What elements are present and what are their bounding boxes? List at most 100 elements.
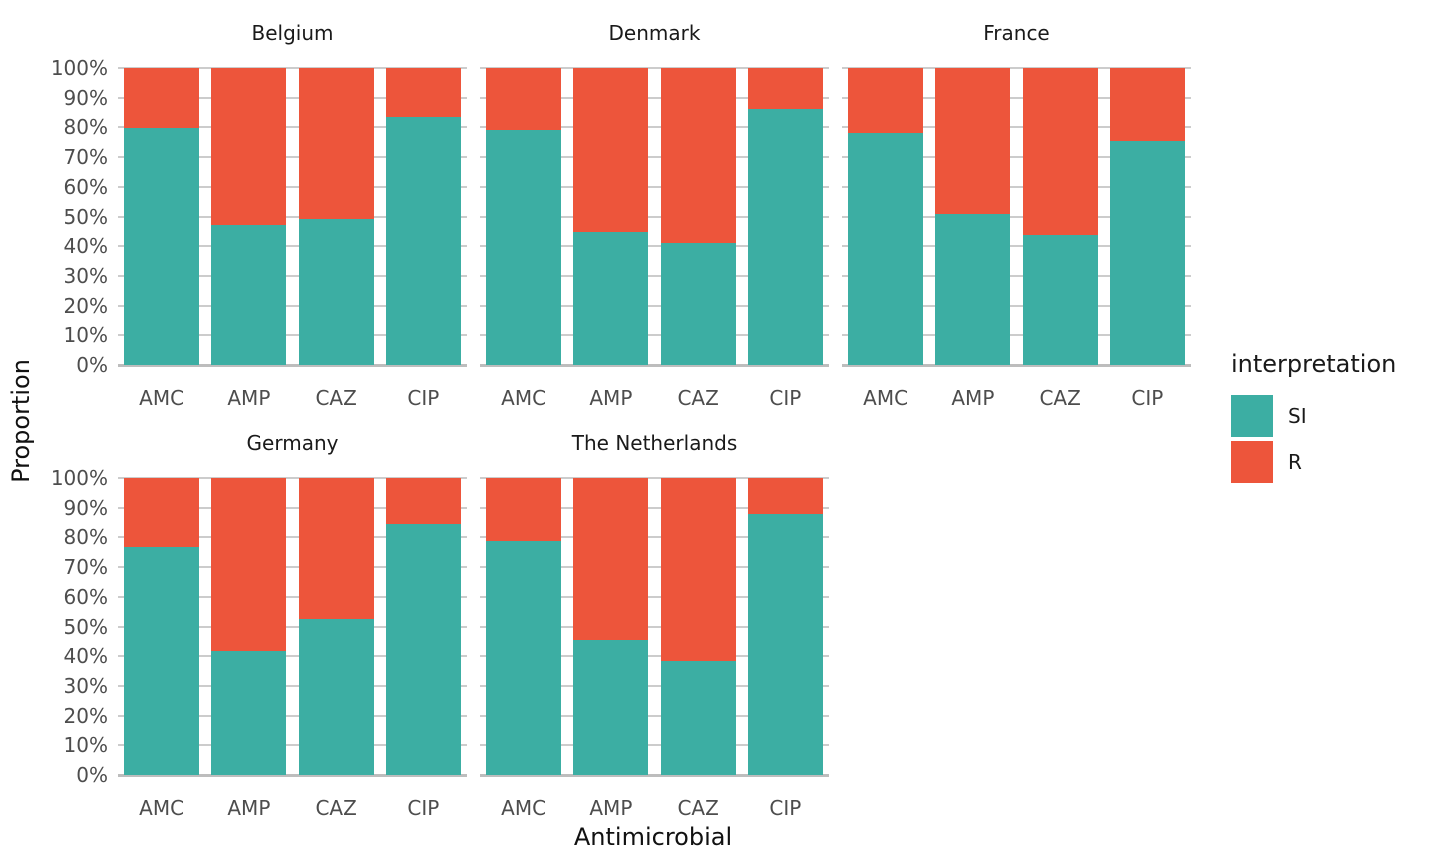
bar-segment-cip-r [747,68,823,109]
gridline-80 [118,536,467,539]
gridline-40 [118,655,467,658]
y-tick-label-30: 30% [63,263,108,288]
legend-swatch-si [1231,395,1273,437]
gridline-80 [480,126,829,129]
bar-segment-caz-si [660,661,736,775]
bar-segment-cip-si [747,513,823,775]
x-tick-label-cip: CIP [407,386,440,410]
bar-segment-amp-si [573,231,649,365]
gridline-10 [480,744,829,747]
gridline-10 [480,334,829,337]
facet-panel-the-netherlands [480,477,829,777]
bar-segment-caz-si [298,619,374,775]
facet-title-germany: Germany [246,431,339,455]
gridline-90 [480,506,829,509]
gridline-50 [842,215,1191,218]
bar-segment-caz-r [660,478,736,662]
bar-segment-amp-si [935,213,1011,365]
gridline-0 [118,364,467,367]
bar-germany-amc [118,478,205,775]
bars-france [842,68,1191,365]
gridline-90 [480,96,829,99]
y-tick-label-0: 0% [76,763,108,787]
legend-title: interpretation [1231,350,1397,378]
facet-panel-denmark [480,67,829,367]
bar-segment-amp-r [211,478,287,652]
bar-segment-amp-r [935,68,1011,214]
y-tick-label-100: 100% [50,56,108,80]
gridline-60 [118,185,467,188]
x-tick-label-caz: CAZ [315,386,357,410]
bar-segment-caz-si [660,243,736,365]
facet-title-denmark: Denmark [608,21,701,45]
y-tick-label-30: 30% [63,673,108,698]
gridline-50 [480,625,829,628]
legend-swatch-r [1231,441,1273,483]
gridline-40 [480,245,829,248]
bar-segment-caz-r [660,68,736,244]
facet-title-france: France [983,21,1050,45]
x-axis-title: Antimicrobial [573,823,733,851]
x-tick-label-cip: CIP [1131,386,1164,410]
bar-segment-cip-r [385,68,461,118]
bar-segment-amp-si [211,224,287,365]
gridline-70 [480,566,829,569]
bar-segment-cip-si [385,523,461,775]
bar-france-cip [1104,68,1191,365]
x-tick-label-caz: CAZ [315,796,357,820]
gridline-100 [842,67,1191,69]
y-tick-label-80: 80% [63,525,108,550]
bar-segment-caz-si [1022,235,1098,365]
gridline-70 [118,566,467,569]
y-tick-label-60: 60% [63,174,108,199]
bar-segment-amc-si [124,128,200,365]
bar-the-netherlands-amp [567,478,654,775]
gridline-50 [118,625,467,628]
x-tick-label-amp: AMP [589,796,633,820]
gridline-100 [118,477,467,479]
legend: interpretation SI R [1231,350,1396,487]
bar-belgium-cip [380,68,467,365]
x-tick-label-amc: AMC [139,796,185,820]
bar-germany-caz [293,478,380,775]
bar-segment-amc-r [848,68,924,134]
facet-panel-france [842,67,1191,367]
gridline-20 [480,714,829,717]
gridline-70 [842,156,1191,159]
gridline-30 [118,274,467,277]
x-tick-label-amc: AMC [139,386,185,410]
y-tick-label-90: 90% [63,85,108,110]
gridline-40 [480,655,829,658]
y-tick-label-50: 50% [63,614,108,639]
bar-segment-cip-r [385,478,461,524]
gridline-90 [118,96,467,99]
bar-belgium-amc [118,68,205,365]
legend-item-r: R [1231,441,1396,483]
bar-segment-amc-si [486,541,562,775]
y-tick-label-40: 40% [63,644,108,669]
gridline-30 [480,274,829,277]
bar-denmark-caz [655,68,742,365]
bar-denmark-amc [480,68,567,365]
x-tick-label-amp: AMP [227,796,271,820]
gridline-70 [118,156,467,159]
y-tick-label-0: 0% [76,353,108,377]
y-tick-label-10: 10% [63,733,108,758]
bar-segment-caz-r [1022,68,1098,236]
gridline-0 [480,774,829,777]
bar-the-netherlands-amc [480,478,567,775]
bar-segment-cip-si [385,117,461,365]
bars-germany [118,478,467,775]
gridline-20 [480,304,829,307]
gridline-50 [480,215,829,218]
bar-denmark-amp [567,68,654,365]
x-tick-label-amc: AMC [501,386,547,410]
gridline-30 [118,684,467,687]
gridline-10 [118,744,467,747]
bar-france-amc [842,68,929,365]
gridline-60 [480,185,829,188]
gridline-0 [480,364,829,367]
y-tick-label-70: 70% [63,555,108,580]
x-tick-label-cip: CIP [769,386,802,410]
gridline-10 [118,334,467,337]
